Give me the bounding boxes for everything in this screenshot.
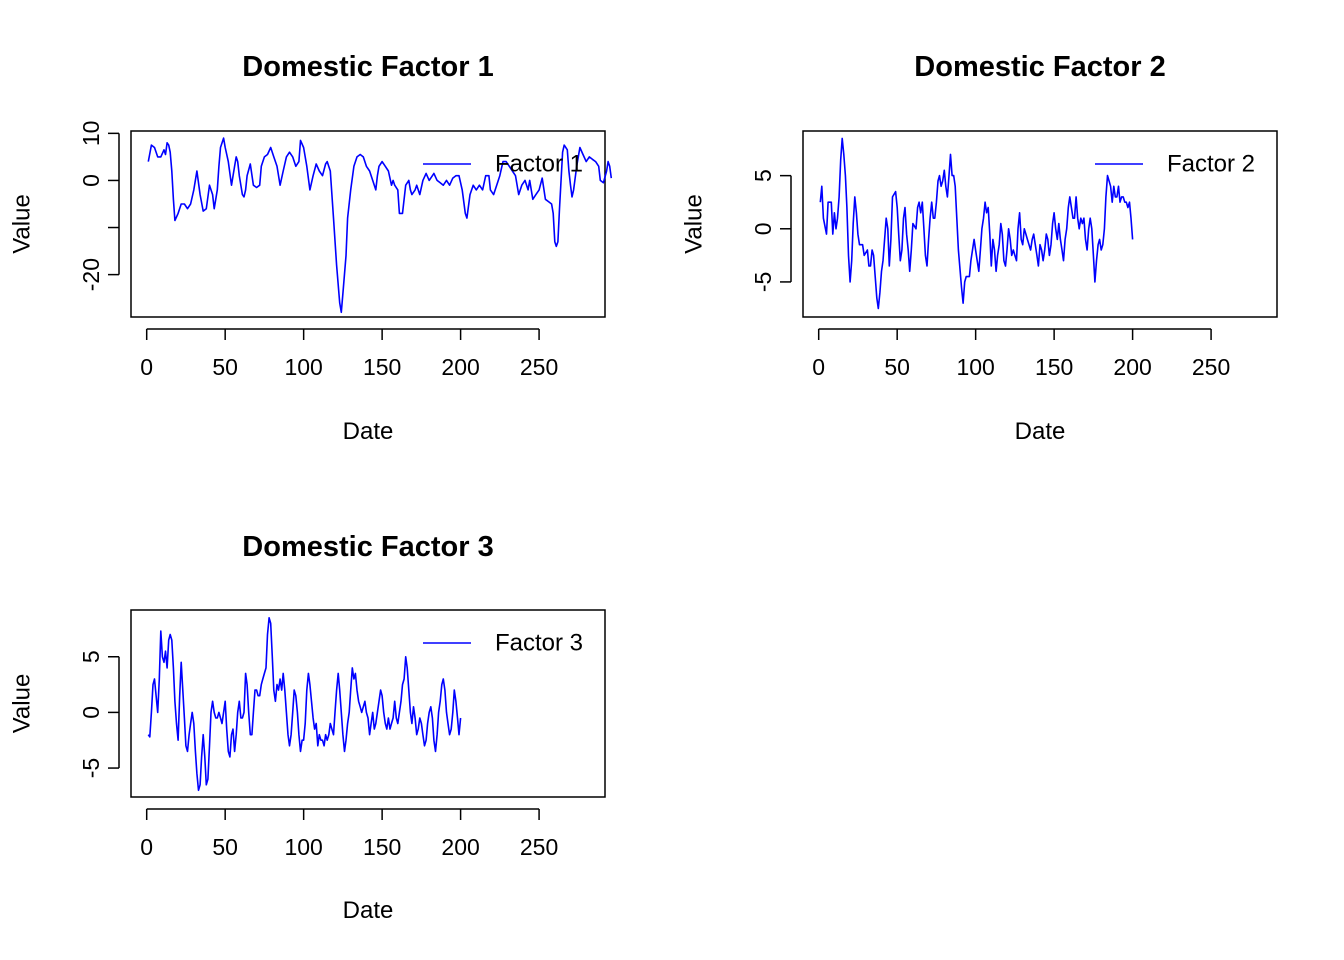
y-tick-label: 5: [78, 650, 104, 663]
x-tick-label: 150: [1035, 354, 1073, 380]
x-tick-label: 100: [284, 834, 322, 860]
legend-label: Factor 1: [495, 151, 583, 178]
y-tick-label: 10: [78, 121, 104, 147]
x-tick-label: 150: [363, 834, 401, 860]
x-tick-label: 100: [956, 354, 994, 380]
y-axis-label: Value: [9, 194, 36, 254]
x-tick-label: 50: [212, 354, 238, 380]
x-tick-label: 100: [284, 354, 322, 380]
chart-title: Domestic Factor 2: [914, 51, 1165, 83]
x-tick-label: 250: [520, 834, 558, 860]
x-tick-label: 50: [212, 834, 238, 860]
y-axis-label: Value: [681, 194, 708, 254]
x-tick-label: 250: [1192, 354, 1230, 380]
y-tick-label: -20: [78, 258, 104, 291]
x-tick-label: 250: [520, 354, 558, 380]
x-tick-label: 200: [441, 834, 479, 860]
plot-frame: [130, 130, 606, 318]
x-tick-label: 150: [363, 354, 401, 380]
chart-title: Domestic Factor 1: [242, 51, 493, 83]
series-line-factor-3: [147, 617, 462, 792]
y-tick-label: -5: [78, 758, 104, 778]
chart-title: Domestic Factor 3: [242, 531, 493, 563]
y-tick-label: -5: [750, 272, 776, 292]
legend-label: Factor 2: [1167, 151, 1255, 178]
y-axis-label: Value: [9, 674, 36, 734]
x-tick-label: 0: [140, 834, 153, 860]
x-tick-label: 0: [140, 354, 153, 380]
x-axis-label: Date: [343, 897, 394, 924]
y-tick-label: 0: [750, 222, 776, 235]
series-line-factor-1: [147, 137, 613, 314]
y-tick-label: 0: [78, 174, 104, 187]
x-tick-label: 0: [812, 354, 825, 380]
legend-label: Factor 3: [495, 630, 583, 657]
x-tick-label: 200: [1113, 354, 1151, 380]
series-line-factor-2: [819, 137, 1134, 310]
chart-panel-1: Domestic Factor 1 0 50 100 150 200 250 -20 0 10 Da…: [9, 51, 613, 445]
plot-frame: [802, 130, 1278, 318]
x-axis-label: Date: [343, 418, 394, 445]
x-tick-label: 50: [884, 354, 910, 380]
chart-panel-3: Domestic Factor 3 0 50 100 150 200 250 -5 0 5 Date…: [9, 531, 606, 924]
x-tick-label: 200: [441, 354, 479, 380]
x-axis-label: Date: [1015, 418, 1066, 445]
y-tick-label: 5: [750, 169, 776, 182]
chart-panel-2: Domestic Factor 2 0 50 100 150 200 250 -5 0 5 Date…: [681, 51, 1278, 445]
y-tick-label: 0: [78, 706, 104, 719]
plot-frame: [130, 609, 606, 798]
